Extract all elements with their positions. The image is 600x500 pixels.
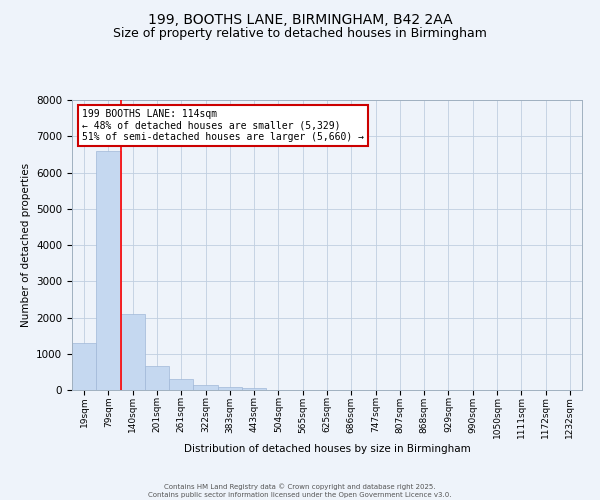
Text: Contains HM Land Registry data © Crown copyright and database right 2025.
Contai: Contains HM Land Registry data © Crown c… — [148, 484, 452, 498]
Bar — [242, 388, 266, 390]
Bar — [145, 366, 169, 390]
Text: 199 BOOTHS LANE: 114sqm
← 48% of detached houses are smaller (5,329)
51% of semi: 199 BOOTHS LANE: 114sqm ← 48% of detache… — [82, 108, 364, 142]
Bar — [169, 379, 193, 390]
Bar — [121, 314, 145, 390]
X-axis label: Distribution of detached houses by size in Birmingham: Distribution of detached houses by size … — [184, 444, 470, 454]
Text: Size of property relative to detached houses in Birmingham: Size of property relative to detached ho… — [113, 28, 487, 40]
Bar — [193, 386, 218, 390]
Bar — [96, 151, 121, 390]
Y-axis label: Number of detached properties: Number of detached properties — [20, 163, 31, 327]
Bar — [72, 343, 96, 390]
Text: 199, BOOTHS LANE, BIRMINGHAM, B42 2AA: 199, BOOTHS LANE, BIRMINGHAM, B42 2AA — [148, 12, 452, 26]
Bar — [218, 387, 242, 390]
